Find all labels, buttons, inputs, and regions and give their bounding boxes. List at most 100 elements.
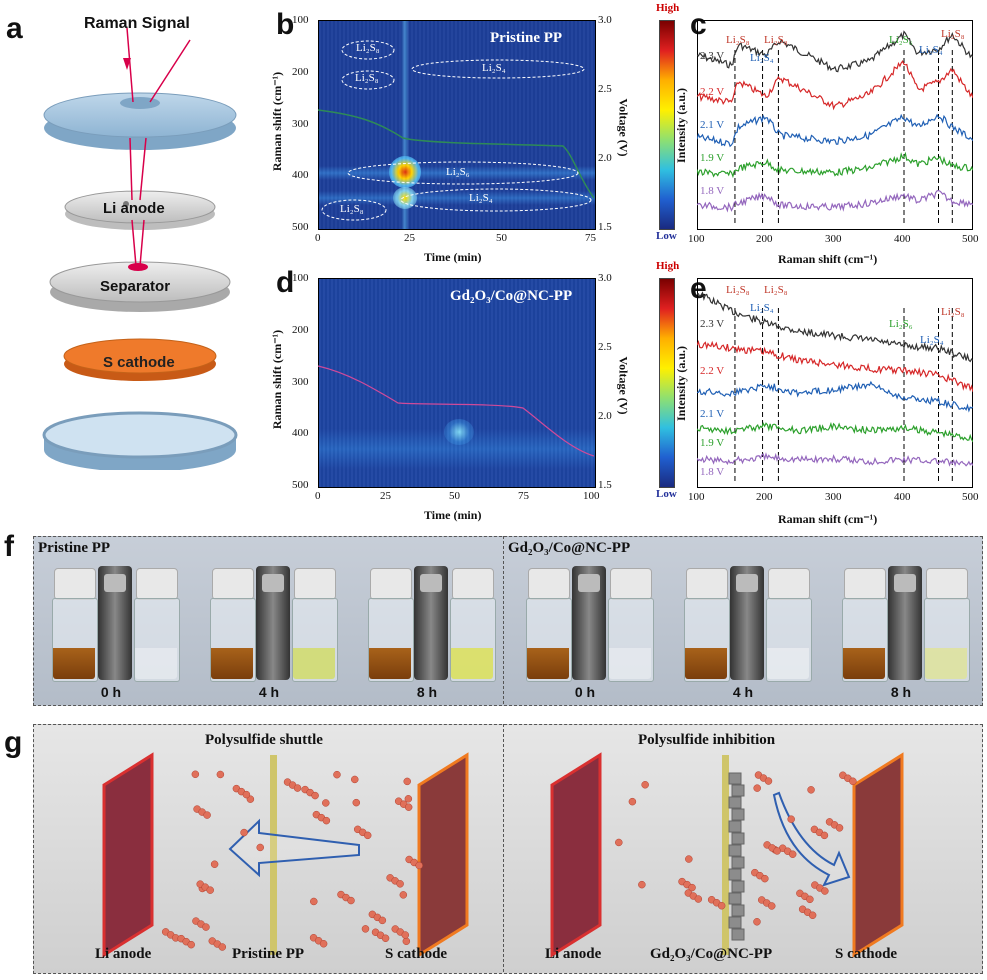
panel-label-e: e bbox=[690, 272, 707, 305]
xtick-e-100: 100 bbox=[688, 491, 705, 503]
spectrum-18V bbox=[697, 452, 973, 468]
panel-label-c: c bbox=[690, 8, 707, 41]
cbar-high-b: High bbox=[656, 2, 680, 14]
peak-c-6: Li₂S₈ bbox=[941, 28, 965, 40]
spectrum-23V bbox=[697, 30, 973, 73]
peak-c-4: Li₂S₆ bbox=[889, 34, 913, 46]
spectra-e bbox=[697, 278, 973, 488]
polysulfide-molecule bbox=[835, 824, 844, 832]
polysulfide-molecule bbox=[688, 883, 696, 892]
li2s8-label-b3: Li₂S₈ bbox=[340, 203, 364, 215]
catalyst-block bbox=[728, 772, 742, 785]
xtick-d-75: 75 bbox=[518, 490, 529, 502]
polysulfide-molecule bbox=[753, 784, 761, 792]
polysulfide-molecule bbox=[773, 847, 781, 855]
volt-c-19: 1.9 V bbox=[700, 152, 725, 164]
spectra-c bbox=[697, 20, 973, 230]
heatmap-d bbox=[318, 278, 596, 488]
xlabel-d: Time (min) bbox=[424, 508, 482, 522]
cbar-high-d: High bbox=[656, 260, 680, 272]
polysulfide-molecule bbox=[404, 803, 413, 811]
polysulfide-molecule bbox=[396, 880, 404, 888]
spectrum-18V bbox=[697, 189, 973, 213]
polysulfide-molecule bbox=[322, 799, 330, 807]
polysulfide-molecule bbox=[401, 931, 410, 939]
polysulfide-molecule bbox=[415, 861, 423, 870]
ylabel-d: Raman shift (cm⁻¹) bbox=[270, 329, 285, 430]
li-anode-plate-left bbox=[102, 752, 154, 958]
vtick-d-30: 3.0 bbox=[598, 272, 612, 284]
time-label-2: 4 h bbox=[258, 684, 280, 700]
peak-e-2: Li₂S₄ bbox=[750, 302, 774, 314]
volt-c-23: 2.3 V bbox=[700, 50, 725, 62]
polysulfide-molecule bbox=[203, 811, 211, 819]
f-left-title: Pristine PP bbox=[38, 540, 111, 556]
polysulfide-molecule bbox=[202, 923, 210, 931]
cbar-low-d: Low bbox=[656, 488, 677, 500]
polysulfide-molecule bbox=[806, 895, 814, 904]
polysulfide-molecule bbox=[352, 798, 361, 807]
polysulfide-molecule bbox=[808, 911, 817, 920]
catalyst-block bbox=[731, 880, 745, 893]
li2s4-label-b2: Li₂S₄ bbox=[469, 192, 493, 204]
polysulfide-molecule bbox=[361, 925, 370, 933]
xtick-d-25: 25 bbox=[380, 490, 391, 502]
mechanism-scene bbox=[102, 752, 904, 958]
xtick-b-25: 25 bbox=[404, 232, 415, 244]
polysulfide-molecule bbox=[333, 770, 341, 779]
polysulfide-molecule bbox=[378, 916, 387, 925]
g-right-title: Polysulfide inhibition bbox=[638, 732, 776, 748]
li-anode-disk bbox=[64, 190, 216, 224]
peak-e-4: Li₂S₆ bbox=[889, 318, 913, 330]
vtick-d-25: 2.5 bbox=[598, 341, 612, 353]
xtick-b-50: 50 bbox=[496, 232, 507, 244]
vtick-b-30: 3.0 bbox=[598, 14, 612, 26]
peak-c-1: Li₂S₈ bbox=[726, 34, 750, 46]
polysulfide-molecule bbox=[821, 887, 829, 895]
vtick-d-15: 1.5 bbox=[598, 479, 612, 491]
polysulfide-molecule bbox=[404, 795, 413, 803]
y2label-b: Voltage (V) bbox=[616, 98, 631, 157]
heatmap-b bbox=[318, 20, 596, 230]
panel-label-a: a bbox=[6, 12, 23, 45]
xtick-c-100: 100 bbox=[688, 233, 705, 245]
ylabel-c: Intensity (a.u.) bbox=[674, 87, 689, 164]
y2label-d: Voltage (V) bbox=[616, 356, 631, 415]
ytick-b-100: 100 bbox=[292, 14, 309, 26]
polysulfide-molecule bbox=[347, 896, 355, 905]
polysulfide-molecule bbox=[807, 786, 815, 794]
catalyst-block bbox=[728, 868, 742, 881]
panel-label-b: b bbox=[276, 8, 295, 41]
polysulfide-molecule bbox=[310, 897, 318, 906]
volt-e-22: 2.2 V bbox=[700, 365, 725, 377]
volt-e-18: 1.8 V bbox=[700, 466, 725, 478]
g-left-cathode: S cathode bbox=[385, 946, 448, 962]
g-left-anode: Li anode bbox=[95, 946, 152, 962]
polysulfide-molecule bbox=[717, 901, 726, 910]
colorbar-b bbox=[659, 20, 675, 230]
polysulfide-molecule bbox=[638, 880, 646, 889]
peak-e-5: Li₂S₄ bbox=[920, 334, 944, 346]
ytick-d-400: 400 bbox=[292, 427, 309, 439]
polysulfide-molecule bbox=[753, 918, 761, 926]
time-label-4: 0 h bbox=[574, 684, 596, 700]
xtick-d-100: 100 bbox=[583, 490, 600, 502]
vtick-b-25: 2.5 bbox=[598, 83, 612, 95]
polysulfide-molecule bbox=[206, 886, 214, 894]
polysulfide-molecule bbox=[381, 934, 390, 943]
xlabel-b: Time (min) bbox=[424, 250, 482, 264]
xtick-c-500: 500 bbox=[962, 233, 979, 245]
ytick-d-300: 300 bbox=[292, 376, 309, 388]
li2s8-label-b1: Li₂S₈ bbox=[356, 42, 380, 54]
catalyst-block bbox=[728, 892, 742, 905]
catalyst-block bbox=[728, 916, 742, 929]
time-label-1: 0 h bbox=[100, 684, 122, 700]
polysulfide-molecule bbox=[685, 855, 693, 863]
polysulfide-molecule bbox=[628, 797, 637, 806]
polysulfide-molecule bbox=[767, 902, 776, 910]
s-cathode-label: S cathode bbox=[103, 354, 175, 371]
g-left-sep: Pristine PP bbox=[232, 946, 305, 962]
panel-label-f: f bbox=[4, 530, 14, 563]
xtick-d-0: 0 bbox=[315, 490, 321, 502]
polysulfide-molecule bbox=[363, 831, 372, 840]
